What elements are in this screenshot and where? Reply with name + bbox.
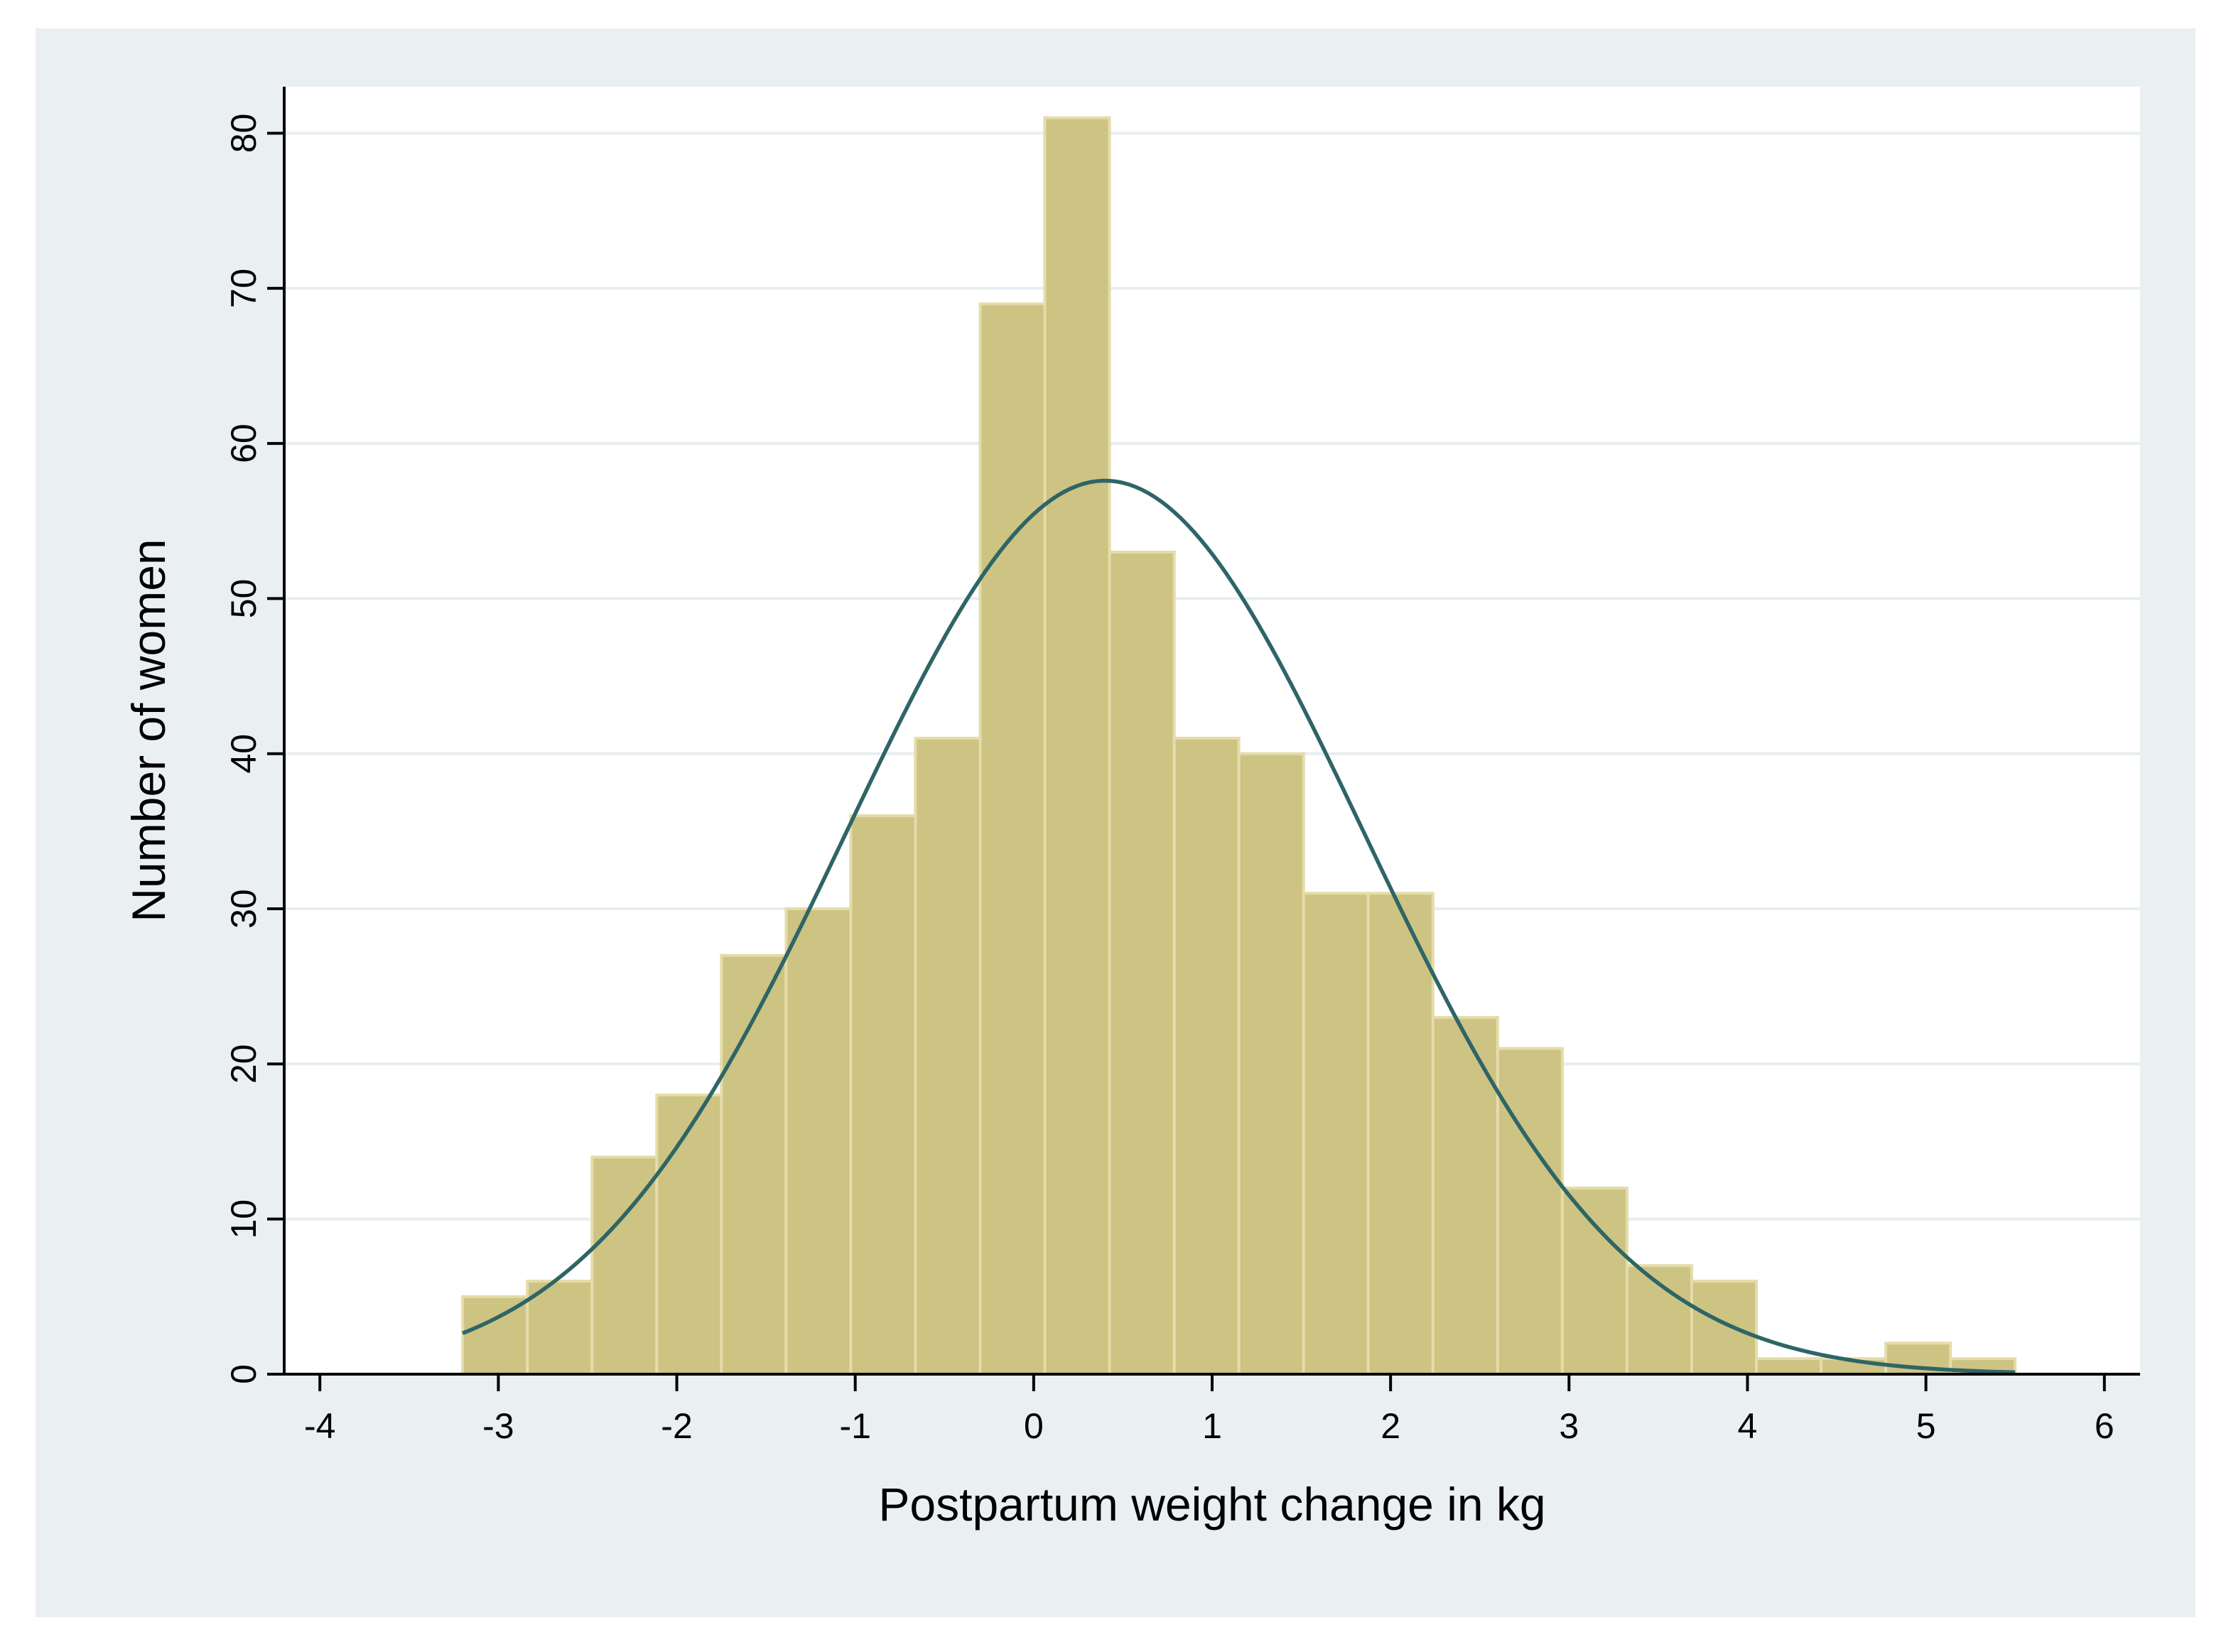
histogram-bar — [1496, 1047, 1564, 1376]
x-axis-ticks: -4 -3 -2 -1 0 1 2 3 4 5 6 — [304, 1374, 2114, 1446]
histogram-bar — [1366, 892, 1435, 1376]
x-tick-label: 4 — [1738, 1406, 1758, 1446]
histogram-bar — [1172, 736, 1241, 1376]
y-axis-ticks: 0 10 20 30 40 50 60 70 80 — [224, 114, 284, 1384]
x-tick-label: -2 — [661, 1406, 692, 1446]
histogram-bar — [1043, 116, 1111, 1376]
y-tick-label: 0 — [224, 1364, 264, 1384]
histogram-bar — [784, 907, 853, 1376]
y-axis-title: Number of women — [122, 539, 175, 922]
histogram-bar — [1560, 1187, 1628, 1376]
histogram-bar — [655, 1094, 723, 1376]
histogram-bar — [1431, 1015, 1499, 1376]
x-tick-label: 6 — [2095, 1406, 2114, 1446]
histogram-bar — [1302, 892, 1370, 1376]
y-tick-label: 30 — [224, 889, 264, 929]
x-tick-label: 3 — [1559, 1406, 1579, 1446]
y-tick-label: 60 — [224, 423, 264, 463]
x-tick-label: 2 — [1381, 1406, 1400, 1446]
histogram-bar — [1690, 1280, 1759, 1376]
x-tick-label: -1 — [839, 1406, 870, 1446]
x-tick-label: 1 — [1202, 1406, 1222, 1446]
y-tick-label: 80 — [224, 114, 264, 153]
x-tick-label: 5 — [1916, 1406, 1936, 1446]
histogram-bar — [1108, 550, 1176, 1376]
histogram-bar — [1755, 1357, 1823, 1376]
y-tick-label: 50 — [224, 579, 264, 619]
histogram-bar — [914, 736, 982, 1376]
x-tick-label: -3 — [482, 1406, 514, 1446]
x-axis-title: Postpartum weight change in kg — [878, 1478, 1545, 1530]
histogram-bar — [978, 302, 1047, 1376]
histogram-bar — [1237, 752, 1305, 1376]
y-tick-label: 10 — [224, 1199, 264, 1239]
x-tick-label: -4 — [304, 1406, 335, 1446]
x-tick-label: 0 — [1024, 1406, 1044, 1446]
y-tick-label: 20 — [224, 1044, 264, 1084]
y-tick-label: 40 — [224, 734, 264, 774]
histogram-bar — [849, 814, 917, 1376]
normal-curve — [462, 478, 2016, 1375]
y-tick-label: 70 — [224, 269, 264, 308]
